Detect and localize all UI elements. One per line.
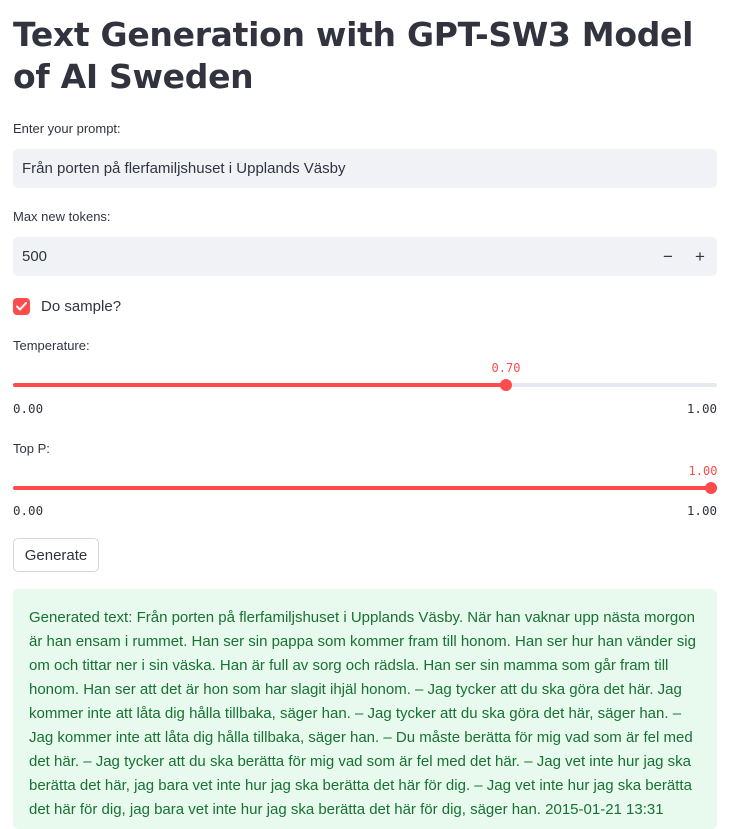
top-p-slider[interactable] [13, 482, 717, 494]
max-tokens-label: Max new tokens: [13, 209, 111, 224]
prompt-input[interactable] [22, 149, 622, 188]
do-sample-checkbox[interactable] [13, 297, 30, 315]
page-title: Text Generation with GPT-SW3 Model of AI… [13, 15, 694, 96]
temperature-value: 0.70 [491, 361, 521, 375]
check-icon [16, 301, 27, 310]
plus-icon: + [695, 246, 705, 266]
max-tokens-container: − + [13, 237, 717, 276]
minus-icon: − [663, 246, 673, 266]
top-p-thumb[interactable] [705, 482, 717, 494]
temperature-thumb[interactable] [500, 379, 512, 391]
decrement-button[interactable]: − [652, 237, 684, 276]
temperature-min: 0.00 [13, 401, 44, 416]
generate-button[interactable]: Generate [13, 538, 99, 572]
do-sample-label: Do sample? [41, 297, 122, 315]
prompt-field-container [13, 149, 717, 188]
top-p-min: 0.00 [13, 503, 44, 518]
top-p-max: 1.00 [686, 503, 717, 518]
top-p-value: 1.00 [688, 464, 718, 478]
temperature-slider[interactable] [13, 379, 717, 391]
top-p-label: Top P: [13, 441, 50, 456]
generated-text: Generated text: Från porten på flerfamil… [29, 609, 696, 818]
generated-text-box: Generated text: Från porten på flerfamil… [13, 589, 717, 829]
do-sample-checkbox-row[interactable]: Do sample? [13, 295, 121, 317]
top-p-fill [13, 486, 717, 490]
temperature-fill [13, 383, 506, 387]
prompt-label: Enter your prompt: [13, 121, 121, 136]
temperature-max: 1.00 [686, 401, 717, 416]
increment-button[interactable]: + [684, 237, 716, 276]
max-tokens-input[interactable] [22, 237, 582, 276]
temperature-label: Temperature: [13, 338, 90, 353]
